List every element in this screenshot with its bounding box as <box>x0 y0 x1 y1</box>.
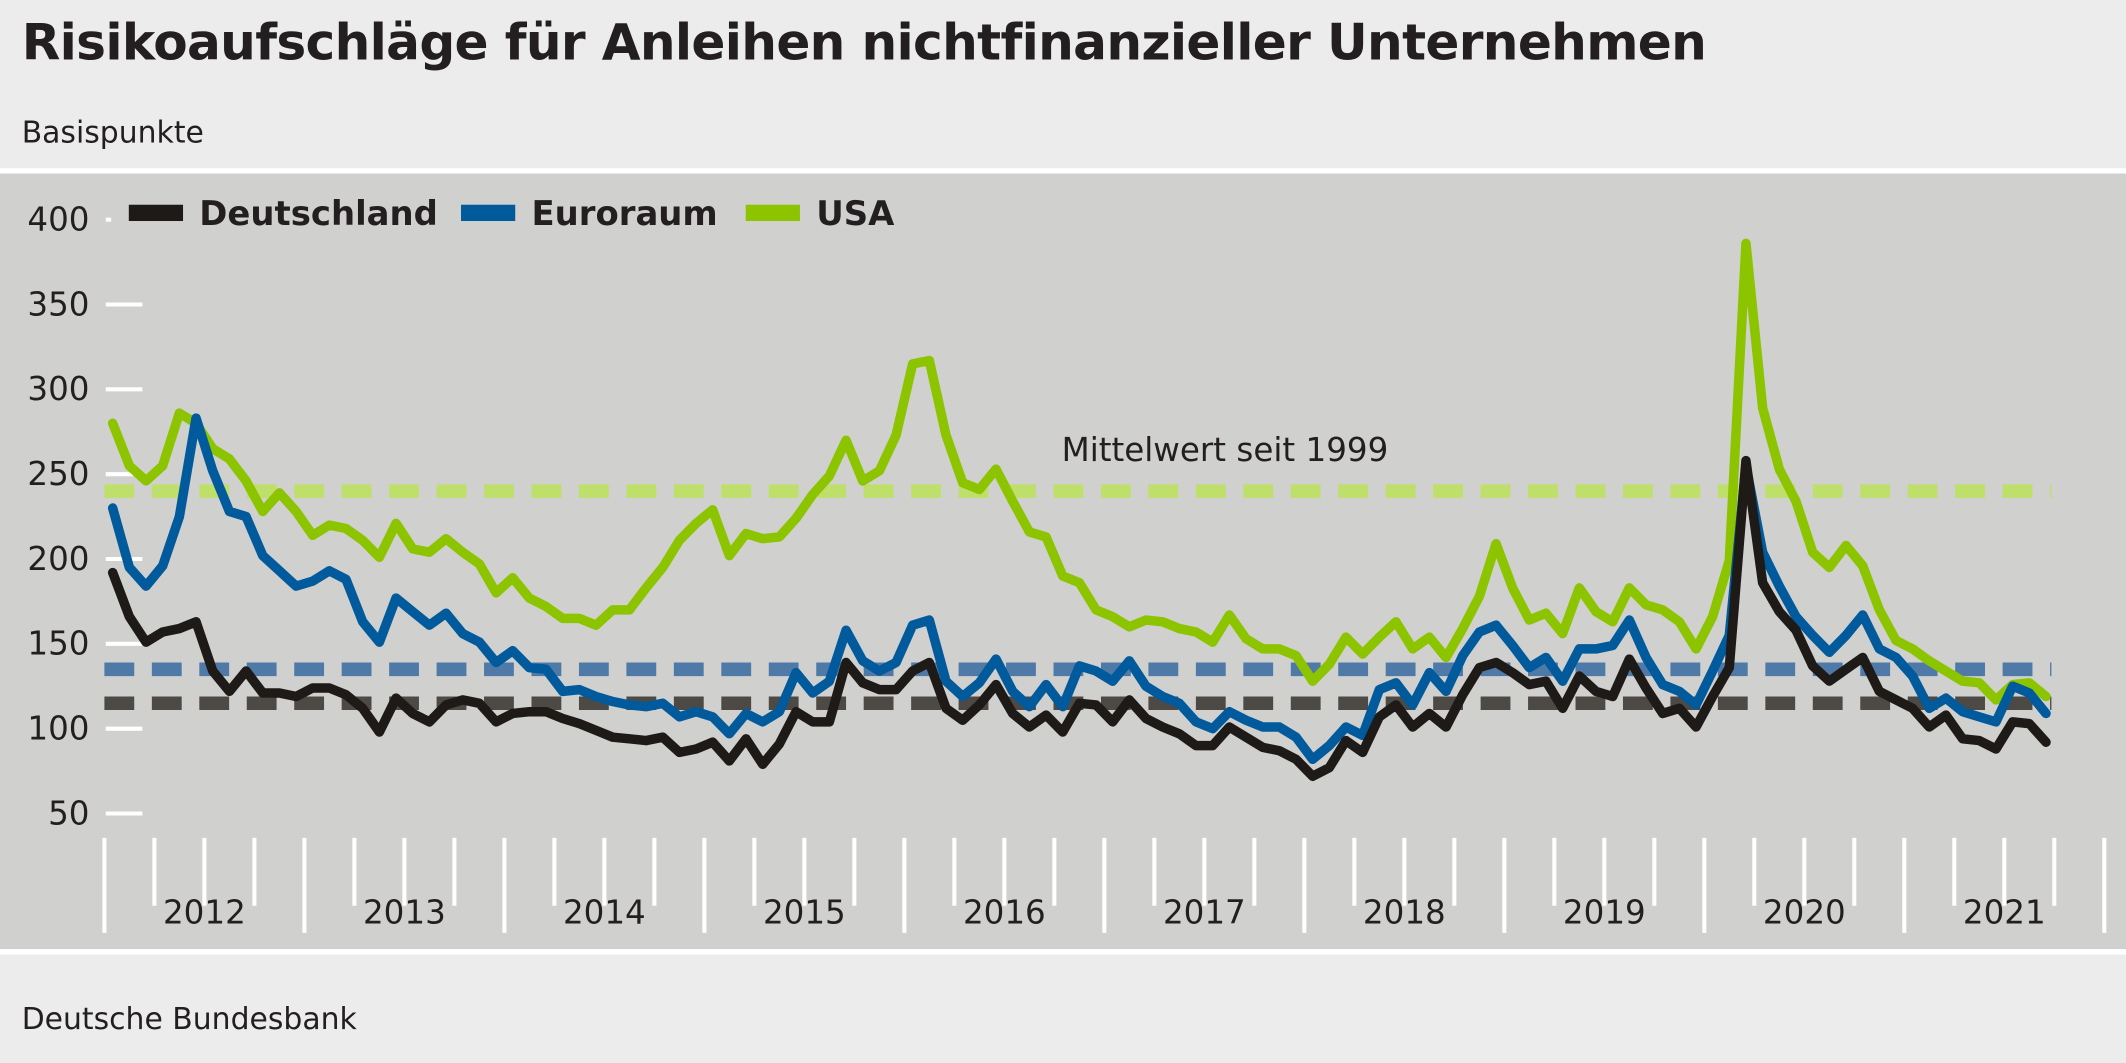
series-line-euroraum <box>107 413 2051 765</box>
x-year-label: 2012 <box>163 893 246 931</box>
x-year-label: 2021 <box>1963 893 2046 931</box>
y-tick-label: 50 <box>48 794 89 832</box>
x-year-label: 2019 <box>1563 893 1646 931</box>
legend-label: Euroraum <box>532 194 718 233</box>
x-year-label: 2016 <box>963 893 1046 931</box>
y-tick-label: 250 <box>27 455 89 493</box>
mean-annotation: Mittelwert seit 1999 <box>1062 431 1389 469</box>
y-tick-label: 400 <box>27 200 89 238</box>
legend-label: USA <box>816 194 895 233</box>
plot-panel <box>0 173 2126 950</box>
legend-swatch <box>460 204 516 222</box>
legend-swatch <box>745 204 800 222</box>
series-line-usa <box>107 238 2051 705</box>
separator-top <box>0 168 2126 174</box>
separator-bottom <box>0 949 2126 955</box>
x-year-label: 2015 <box>763 893 846 931</box>
y-tick-label: 350 <box>27 285 89 323</box>
legend-swatch <box>128 204 184 222</box>
x-year-label: 2013 <box>363 893 446 931</box>
y-tick-label: 100 <box>27 710 89 748</box>
y-tick-label: 150 <box>27 625 89 663</box>
x-year-label: 2014 <box>563 893 646 931</box>
chart-title: Risikoaufschläge für Anleihen nichtfinan… <box>21 13 1707 72</box>
legend-label: Deutschland <box>199 194 438 233</box>
legend-item-usa: USA <box>745 194 895 233</box>
y-axis-unit: Basispunkte <box>21 116 204 151</box>
legend-item-euroraum: Euroraum <box>460 194 718 233</box>
source-note: Deutsche Bundesbank <box>21 1003 357 1038</box>
y-tick-label: 300 <box>27 370 89 408</box>
x-year-label: 2018 <box>1363 893 1446 931</box>
y-tick-label: 200 <box>27 540 89 578</box>
x-year-label: 2017 <box>1163 893 1246 931</box>
series-line-deutschland <box>107 455 2051 781</box>
legend-item-deutschland: Deutschland <box>128 194 438 233</box>
x-year-label: 2020 <box>1763 893 1846 931</box>
